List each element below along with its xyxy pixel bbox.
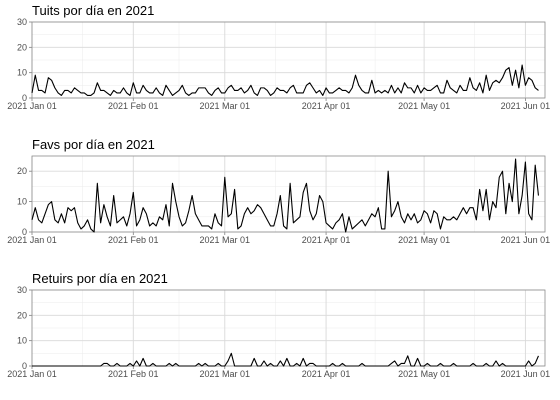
y-tick-label: 0 (22, 227, 27, 237)
y-tick-label: 0 (22, 361, 27, 371)
x-tick-label: 2021 Mar 01 (200, 101, 251, 111)
x-tick-label: 2021 May 01 (398, 101, 450, 111)
chart-panel-2: Favs por día en 2021 2021 Jan 01 2021 Feb … (7, 137, 550, 245)
x-tick-label: 2021 Feb 01 (108, 101, 159, 111)
y-tick-label: 10 (17, 68, 27, 78)
x-tick-label: 2021 Apr 01 (302, 235, 351, 245)
x-tick-label: 2021 Jan 01 (7, 235, 57, 245)
x-tick-label: 2021 Jun 01 (501, 235, 551, 245)
x-tick-label: 2021 Feb 01 (108, 235, 159, 245)
panel-border (31, 155, 546, 233)
panel-border (31, 21, 546, 99)
chart-title: Retuirs por día en 2021 (32, 271, 168, 286)
y-tick-label: 10 (17, 197, 27, 207)
series-line (31, 158, 540, 233)
x-tick-label: 2021 Jun 01 (501, 101, 551, 111)
x-tick-label: 2021 May 01 (398, 369, 450, 379)
x-tick-label: 2021 Jan 01 (7, 101, 57, 111)
y-tick-label: 0 (22, 93, 27, 103)
series-line (32, 352, 539, 367)
x-tick-label: 2021 Jan 01 (7, 369, 57, 379)
x-tick-label: 2021 Mar 01 (200, 235, 251, 245)
chart-title: Favs por día en 2021 (32, 137, 155, 152)
chart-title: Tuits por día en 2021 (32, 3, 154, 18)
y-tick-label: 10 (17, 336, 27, 346)
y-tick-label: 30 (17, 17, 27, 27)
x-tick-label: 2021 May 01 (398, 235, 450, 245)
x-tick-label: 2021 Jun 01 (501, 369, 551, 379)
y-tick-label: 20 (17, 42, 27, 52)
y-tick-label: 30 (17, 285, 27, 295)
panel-border (31, 289, 546, 367)
y-tick-label: 20 (17, 166, 27, 176)
x-tick-label: 2021 Feb 01 (108, 369, 159, 379)
x-tick-label: 2021 Apr 01 (302, 369, 351, 379)
x-tick-label: 2021 Mar 01 (200, 369, 251, 379)
chart-panel-1: Tuits por día en 2021 2021 Jan 01 2021 Feb… (7, 3, 550, 111)
chart-panel-3: Retuirs por día en 2021 2021 Jan 01 2021 F… (7, 271, 550, 379)
x-tick-label: 2021 Apr 01 (302, 101, 351, 111)
y-tick-label: 20 (17, 310, 27, 320)
series-line (31, 64, 539, 97)
